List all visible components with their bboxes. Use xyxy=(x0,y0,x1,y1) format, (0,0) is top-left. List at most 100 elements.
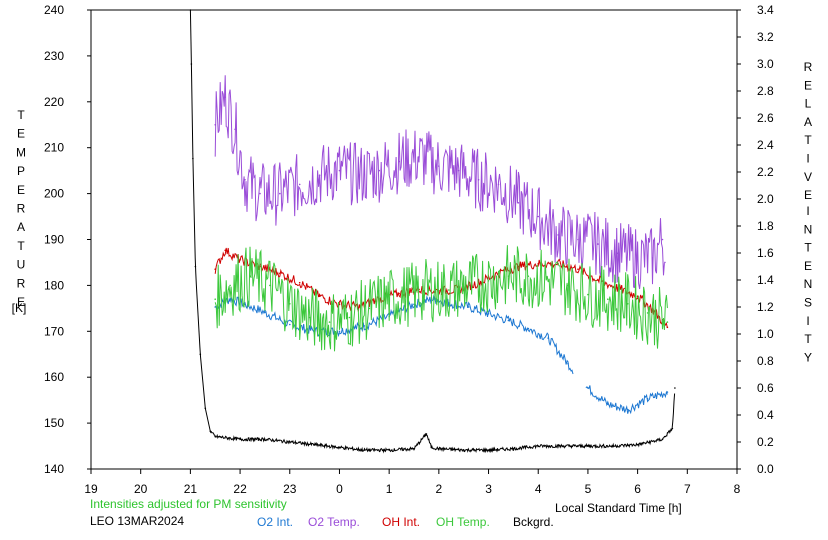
data-point xyxy=(487,449,490,451)
right-axis-label-letter: S xyxy=(804,296,812,310)
right-axis-label-letter: E xyxy=(804,188,812,202)
right-axis-label-letter: I xyxy=(806,314,809,328)
data-point xyxy=(507,275,510,278)
x-tick-label: 21 xyxy=(184,482,198,496)
left-tick-label: 200 xyxy=(44,187,64,201)
data-point xyxy=(289,441,291,443)
data-point xyxy=(567,362,569,365)
data-point xyxy=(298,281,301,284)
adjust-note: Intensities adjusted for PM sensitivity xyxy=(90,497,287,511)
data-point xyxy=(239,438,241,441)
data-point xyxy=(636,295,639,298)
x-tick-label: 22 xyxy=(233,482,247,496)
left-tick-label: 150 xyxy=(44,416,64,430)
data-point xyxy=(199,353,202,356)
right-axis-label-letter: T xyxy=(804,332,812,346)
series-o2-temp xyxy=(214,75,666,290)
right-tick-label: 0.6 xyxy=(757,381,774,395)
data-point xyxy=(457,169,460,172)
x-tick-label: 7 xyxy=(684,482,691,496)
data-point xyxy=(562,445,564,447)
series-oh-temp xyxy=(214,245,669,352)
right-axis-label-letter: I xyxy=(806,152,809,166)
data-point xyxy=(425,433,428,435)
axis-layer: 1401501601701801902002102202302400.00.20… xyxy=(12,3,813,515)
right-axis-label-letter: L xyxy=(805,97,812,111)
data-point xyxy=(597,243,599,245)
data-point xyxy=(378,169,381,172)
data-point xyxy=(671,427,674,430)
right-axis-label-letter: T xyxy=(804,133,812,147)
data-point xyxy=(214,124,216,126)
data-point xyxy=(487,280,490,282)
data-point xyxy=(318,295,321,298)
data-point xyxy=(338,446,341,449)
left-tick-label: 190 xyxy=(44,233,64,247)
data-point xyxy=(646,312,649,314)
x-tick-label: 19 xyxy=(84,482,98,496)
x-tick-label: 20 xyxy=(134,482,148,496)
right-tick-label: 2.2 xyxy=(757,165,774,179)
data-point xyxy=(363,325,366,327)
data-point xyxy=(318,174,321,176)
right-axis-label-letter: A xyxy=(804,115,812,129)
data-point xyxy=(192,157,194,160)
left-axis-label-letter: M xyxy=(16,145,26,159)
left-tick-label: 220 xyxy=(44,95,64,109)
legend: O2 Int. O2 Temp. OH Int. OH Temp. Bckgrd. xyxy=(257,515,554,529)
data-point xyxy=(674,387,676,389)
left-tick-label: 180 xyxy=(44,278,64,292)
data-point xyxy=(269,284,271,287)
data-point xyxy=(537,263,539,265)
data-point xyxy=(388,298,391,301)
series-line xyxy=(189,9,676,454)
data-point xyxy=(214,268,216,271)
data-point xyxy=(587,293,589,296)
data-point xyxy=(487,313,490,315)
data-point xyxy=(368,307,371,310)
data-point xyxy=(418,156,420,158)
right-tick-label: 2.8 xyxy=(757,84,774,98)
right-axis-label-letter: E xyxy=(804,259,812,273)
left-axis-label-letter: A xyxy=(17,220,25,234)
data-point xyxy=(616,252,619,255)
data-point xyxy=(214,306,216,308)
data-point xyxy=(547,337,549,339)
right-axis-label-letter: N xyxy=(804,222,813,236)
series-line xyxy=(214,75,665,290)
data-point xyxy=(636,443,639,446)
data-point xyxy=(597,279,599,281)
data-point xyxy=(664,261,666,264)
data-point xyxy=(626,303,629,305)
right-tick-label: 3.0 xyxy=(757,57,774,71)
series-layer xyxy=(189,9,676,454)
data-point xyxy=(517,202,520,204)
data-point xyxy=(189,9,192,11)
data-point xyxy=(557,234,559,236)
data-point xyxy=(666,326,669,329)
data-point xyxy=(661,438,664,441)
data-point xyxy=(438,448,440,450)
right-axis-label-letter: E xyxy=(804,78,812,92)
data-point xyxy=(567,284,569,287)
left-tick-label: 140 xyxy=(44,462,64,476)
x-tick-label: 3 xyxy=(485,482,492,496)
x-tick-label: 0 xyxy=(336,482,343,496)
data-point xyxy=(363,449,366,451)
data-point xyxy=(259,192,261,195)
data-point xyxy=(626,408,629,411)
right-tick-label: 0.4 xyxy=(757,408,774,422)
data-point xyxy=(289,303,291,305)
left-tick-label: 210 xyxy=(44,141,64,155)
data-point xyxy=(214,298,216,301)
right-tick-label: 1.4 xyxy=(757,273,774,287)
right-tick-label: 2.4 xyxy=(757,138,774,152)
left-tick-label: 240 xyxy=(44,3,64,17)
right-axis-label-letter: V xyxy=(804,170,812,184)
data-point xyxy=(229,284,231,287)
data-point xyxy=(577,238,579,241)
data-point xyxy=(338,303,341,306)
left-axis-label-letter: R xyxy=(17,276,26,290)
data-point xyxy=(234,128,236,131)
data-point xyxy=(448,302,450,304)
